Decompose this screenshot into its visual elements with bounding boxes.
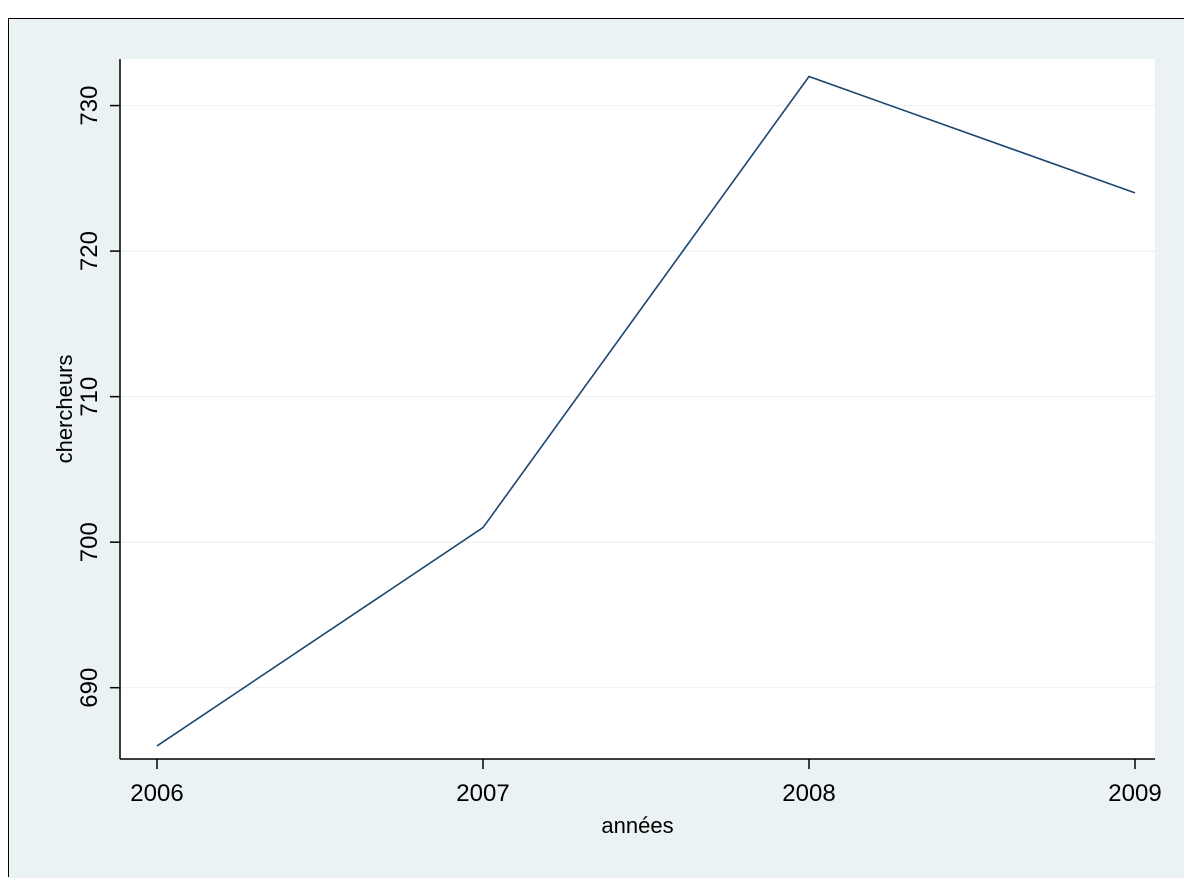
y-tick-label: 700 <box>76 522 103 562</box>
y-axis-title: chercheurs <box>52 355 77 464</box>
y-tick-label: 710 <box>76 377 103 417</box>
line-chart: 690 700 710 720 730 2006 2007 2008 2009 années c… <box>9 19 1184 878</box>
y-tick-label: 690 <box>76 668 103 708</box>
chart-frame: 690 700 710 720 730 2006 2007 2008 2009 années c… <box>8 18 1184 877</box>
x-tick-label: 2008 <box>782 780 835 807</box>
x-tick-label: 2007 <box>456 780 509 807</box>
x-tick-label: 2009 <box>1108 780 1161 807</box>
x-axis-title: années <box>601 813 673 838</box>
plot-area <box>120 59 1155 759</box>
y-tick-label: 720 <box>76 231 103 271</box>
y-tick-label: 730 <box>76 86 103 126</box>
x-tick-label: 2006 <box>130 780 183 807</box>
